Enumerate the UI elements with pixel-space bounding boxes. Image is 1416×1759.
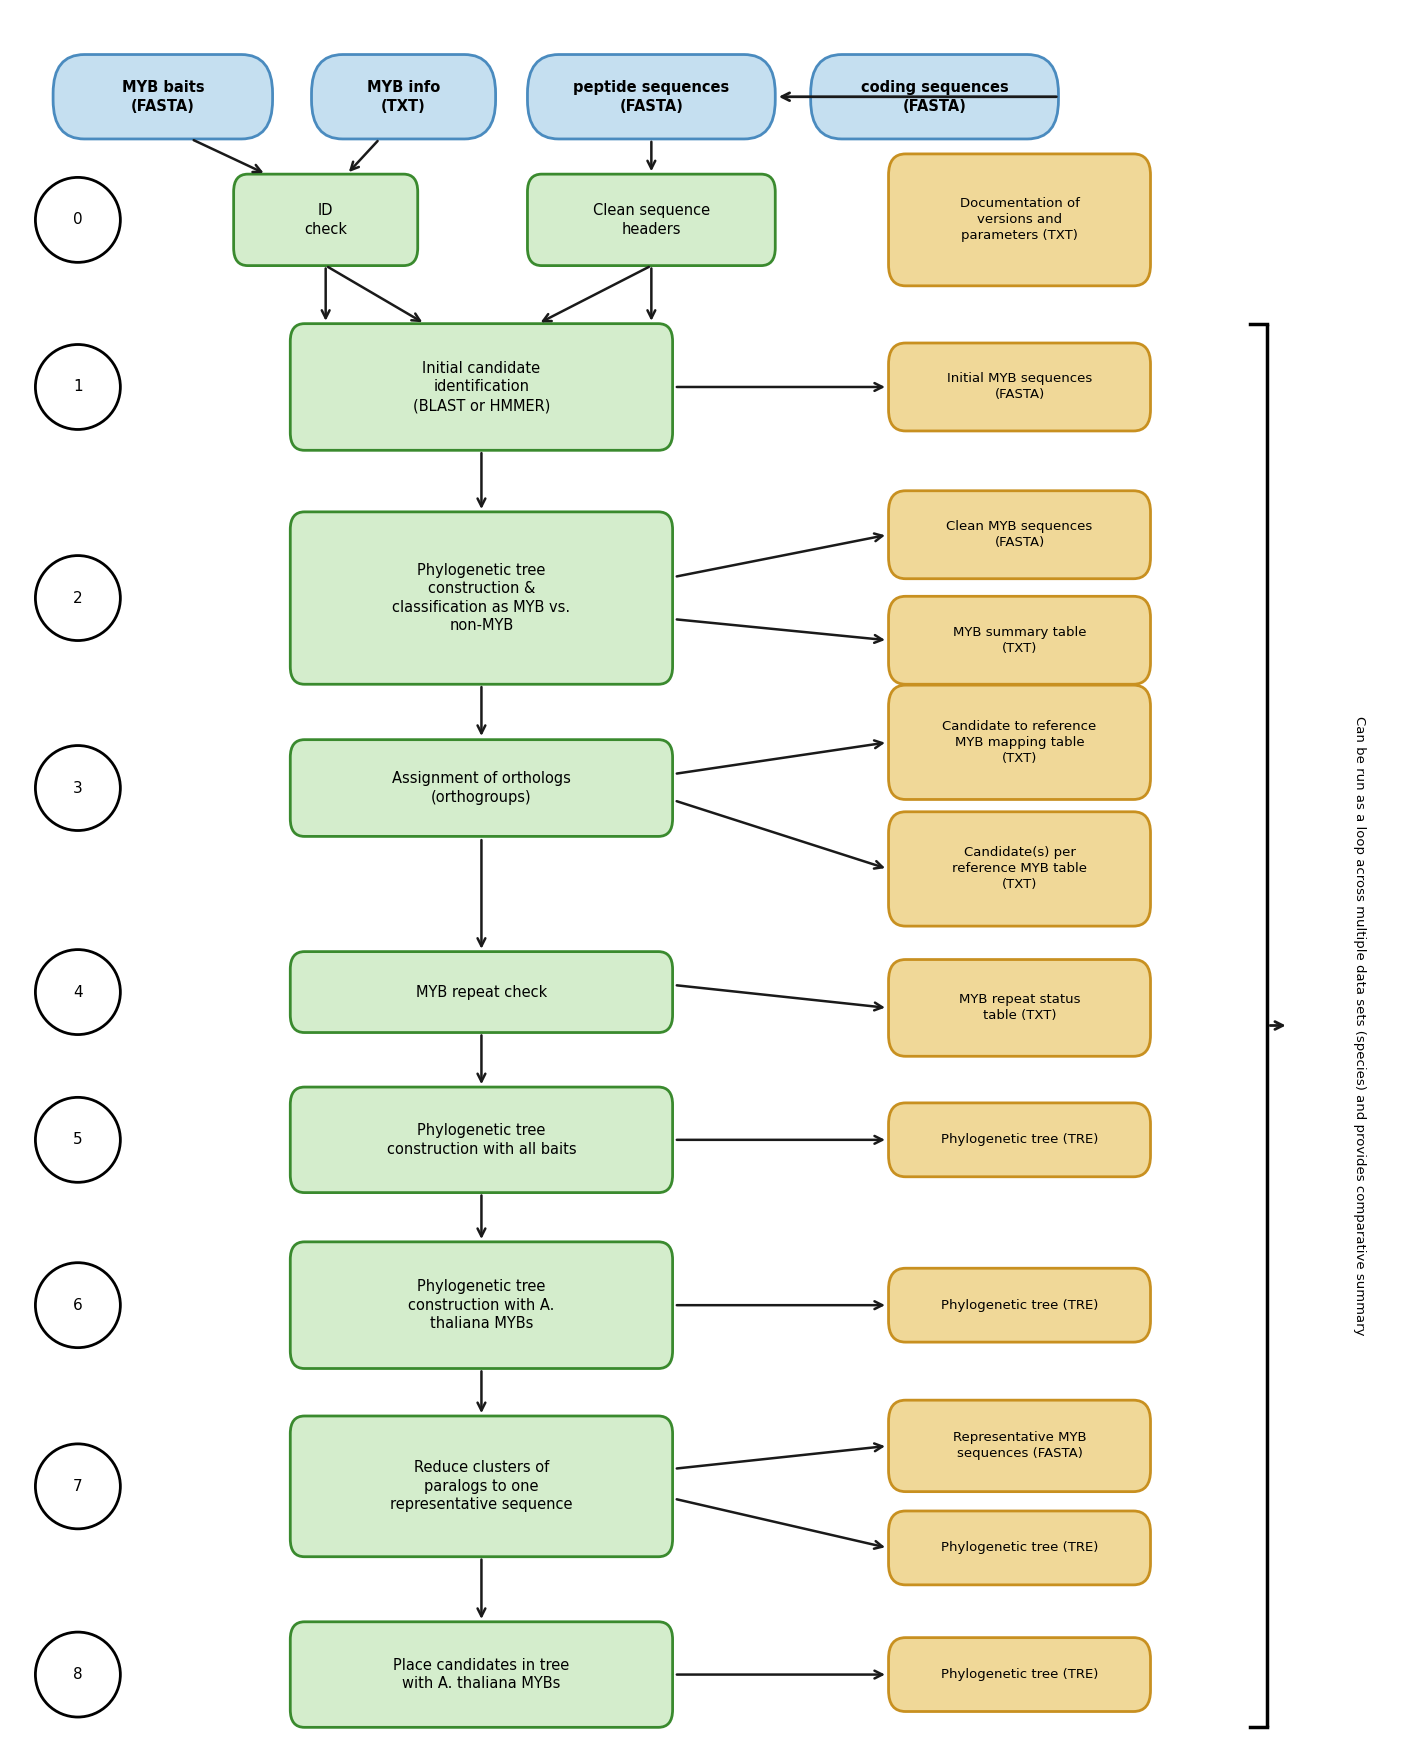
Ellipse shape: [35, 178, 120, 262]
FancyBboxPatch shape: [810, 55, 1059, 139]
Text: Reduce clusters of
paralogs to one
representative sequence: Reduce clusters of paralogs to one repre…: [391, 1460, 572, 1513]
Text: Documentation of
versions and
parameters (TXT): Documentation of versions and parameters…: [960, 197, 1079, 243]
Text: MYB info
(TXT): MYB info (TXT): [367, 79, 440, 114]
FancyBboxPatch shape: [889, 686, 1150, 799]
Text: Phylogenetic tree (TRE): Phylogenetic tree (TRE): [940, 1133, 1099, 1147]
Text: Assignment of orthologs
(orthogroups): Assignment of orthologs (orthogroups): [392, 770, 571, 806]
FancyBboxPatch shape: [889, 1638, 1150, 1712]
Text: 8: 8: [74, 1668, 82, 1682]
Text: Candidate to reference
MYB mapping table
(TXT): Candidate to reference MYB mapping table…: [943, 719, 1096, 765]
Text: Can be run as a loop across multiple data sets (species) and provides comparativ: Can be run as a loop across multiple dat…: [1352, 716, 1366, 1335]
Text: MYB repeat status
table (TXT): MYB repeat status table (TXT): [959, 994, 1080, 1022]
FancyBboxPatch shape: [290, 1242, 673, 1369]
Text: 4: 4: [74, 985, 82, 999]
Ellipse shape: [35, 1098, 120, 1182]
Ellipse shape: [35, 1444, 120, 1529]
Text: 3: 3: [74, 781, 82, 795]
Text: Phylogenetic tree
construction with all baits: Phylogenetic tree construction with all …: [387, 1122, 576, 1157]
FancyBboxPatch shape: [290, 324, 673, 450]
Ellipse shape: [35, 746, 120, 830]
Ellipse shape: [35, 1632, 120, 1717]
Text: Phylogenetic tree
construction &
classification as MYB vs.
non-MYB: Phylogenetic tree construction & classif…: [392, 563, 571, 633]
FancyBboxPatch shape: [527, 174, 776, 266]
Text: 7: 7: [74, 1479, 82, 1493]
Text: Representative MYB
sequences (FASTA): Representative MYB sequences (FASTA): [953, 1432, 1086, 1460]
Ellipse shape: [35, 950, 120, 1034]
Text: 0: 0: [74, 213, 82, 227]
Ellipse shape: [35, 1263, 120, 1347]
Text: Candidate(s) per
reference MYB table
(TXT): Candidate(s) per reference MYB table (TX…: [952, 846, 1087, 892]
FancyBboxPatch shape: [889, 960, 1150, 1055]
Text: Initial candidate
identification
(BLAST or HMMER): Initial candidate identification (BLAST …: [412, 361, 551, 413]
Text: coding sequences
(FASTA): coding sequences (FASTA): [861, 79, 1008, 114]
FancyBboxPatch shape: [527, 55, 776, 139]
Text: Phylogenetic tree (TRE): Phylogenetic tree (TRE): [940, 1668, 1099, 1682]
Ellipse shape: [35, 345, 120, 429]
Text: Phylogenetic tree (TRE): Phylogenetic tree (TRE): [940, 1541, 1099, 1555]
FancyBboxPatch shape: [889, 1511, 1150, 1585]
Text: Clean sequence
headers: Clean sequence headers: [593, 202, 709, 237]
Text: ID
check: ID check: [304, 202, 347, 237]
FancyBboxPatch shape: [312, 55, 496, 139]
FancyBboxPatch shape: [889, 1268, 1150, 1342]
Text: 5: 5: [74, 1133, 82, 1147]
FancyBboxPatch shape: [889, 491, 1150, 579]
FancyBboxPatch shape: [290, 1087, 673, 1193]
FancyBboxPatch shape: [290, 739, 673, 836]
Text: MYB summary table
(TXT): MYB summary table (TXT): [953, 626, 1086, 654]
Text: Place candidates in tree
with A. thaliana MYBs: Place candidates in tree with A. thalian…: [394, 1657, 569, 1692]
Text: 6: 6: [74, 1298, 82, 1312]
FancyBboxPatch shape: [889, 596, 1150, 684]
Text: MYB repeat check: MYB repeat check: [416, 985, 547, 999]
Text: 2: 2: [74, 591, 82, 605]
FancyBboxPatch shape: [889, 155, 1150, 285]
Text: Clean MYB sequences
(FASTA): Clean MYB sequences (FASTA): [946, 521, 1093, 549]
FancyBboxPatch shape: [889, 343, 1150, 431]
FancyBboxPatch shape: [290, 952, 673, 1033]
Text: MYB baits
(FASTA): MYB baits (FASTA): [122, 79, 204, 114]
FancyBboxPatch shape: [54, 55, 272, 139]
Text: peptide sequences
(FASTA): peptide sequences (FASTA): [573, 79, 729, 114]
FancyBboxPatch shape: [290, 512, 673, 684]
Text: Phylogenetic tree
construction with A.
thaliana MYBs: Phylogenetic tree construction with A. t…: [408, 1279, 555, 1332]
FancyBboxPatch shape: [889, 1400, 1150, 1492]
FancyBboxPatch shape: [290, 1622, 673, 1727]
Ellipse shape: [35, 556, 120, 640]
FancyBboxPatch shape: [290, 1416, 673, 1557]
FancyBboxPatch shape: [889, 1103, 1150, 1177]
Text: Phylogenetic tree (TRE): Phylogenetic tree (TRE): [940, 1298, 1099, 1312]
Text: 1: 1: [74, 380, 82, 394]
FancyBboxPatch shape: [234, 174, 418, 266]
Text: Initial MYB sequences
(FASTA): Initial MYB sequences (FASTA): [947, 373, 1092, 401]
FancyBboxPatch shape: [889, 813, 1150, 925]
